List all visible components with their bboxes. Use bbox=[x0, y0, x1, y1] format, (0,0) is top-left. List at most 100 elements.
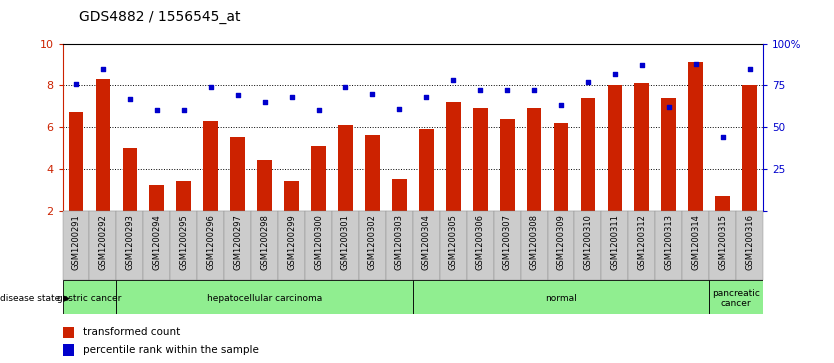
Bar bbox=[742, 85, 757, 211]
Bar bbox=[527, 108, 541, 211]
Point bbox=[231, 93, 244, 98]
Bar bbox=[440, 211, 467, 280]
Bar bbox=[386, 211, 413, 280]
Bar bbox=[230, 138, 245, 211]
Text: GSM1200292: GSM1200292 bbox=[98, 214, 108, 270]
Text: percentile rank within the sample: percentile rank within the sample bbox=[83, 345, 259, 355]
Text: GSM1200308: GSM1200308 bbox=[530, 214, 539, 270]
Text: GSM1200297: GSM1200297 bbox=[234, 214, 242, 270]
Bar bbox=[520, 211, 548, 280]
Bar bbox=[284, 181, 299, 211]
Bar bbox=[143, 211, 170, 280]
Bar bbox=[63, 344, 74, 356]
Text: GSM1200293: GSM1200293 bbox=[125, 214, 134, 270]
Bar bbox=[96, 79, 110, 211]
Point bbox=[123, 96, 137, 102]
Text: pancreatic
cancer: pancreatic cancer bbox=[712, 289, 760, 308]
Text: GSM1200294: GSM1200294 bbox=[153, 214, 161, 270]
Text: GSM1200316: GSM1200316 bbox=[745, 214, 754, 270]
Bar bbox=[89, 211, 117, 280]
Text: GSM1200315: GSM1200315 bbox=[718, 214, 727, 270]
Bar bbox=[203, 121, 219, 211]
Point bbox=[177, 107, 190, 113]
Point bbox=[420, 94, 433, 100]
Bar bbox=[500, 119, 515, 211]
Point bbox=[474, 87, 487, 93]
Text: GSM1200298: GSM1200298 bbox=[260, 214, 269, 270]
Bar bbox=[359, 211, 386, 280]
Bar bbox=[177, 181, 191, 211]
Bar bbox=[365, 135, 379, 211]
Text: GSM1200313: GSM1200313 bbox=[665, 214, 673, 270]
Text: hepatocellular carcinoma: hepatocellular carcinoma bbox=[207, 294, 322, 303]
Text: GSM1200296: GSM1200296 bbox=[206, 214, 215, 270]
Bar bbox=[117, 211, 143, 280]
Text: GSM1200309: GSM1200309 bbox=[556, 214, 565, 270]
Text: GSM1200295: GSM1200295 bbox=[179, 214, 188, 270]
Text: transformed count: transformed count bbox=[83, 327, 181, 337]
Bar bbox=[123, 148, 138, 211]
Bar bbox=[661, 98, 676, 211]
Bar bbox=[392, 179, 407, 211]
Text: GSM1200314: GSM1200314 bbox=[691, 214, 701, 270]
Bar bbox=[117, 280, 413, 314]
Bar bbox=[413, 280, 709, 314]
Bar bbox=[709, 280, 763, 314]
Text: GSM1200301: GSM1200301 bbox=[341, 214, 350, 270]
Point bbox=[500, 87, 514, 93]
Bar bbox=[305, 211, 332, 280]
Bar bbox=[656, 211, 682, 280]
Point bbox=[555, 102, 568, 108]
Point bbox=[69, 81, 83, 86]
Bar bbox=[601, 211, 628, 280]
Text: GSM1200310: GSM1200310 bbox=[584, 214, 592, 270]
Point bbox=[96, 66, 109, 72]
Bar bbox=[170, 211, 198, 280]
Point bbox=[636, 62, 649, 68]
Point bbox=[581, 79, 595, 85]
Text: GSM1200307: GSM1200307 bbox=[503, 214, 511, 270]
Text: GSM1200311: GSM1200311 bbox=[610, 214, 620, 270]
Point bbox=[339, 84, 352, 90]
Bar bbox=[580, 98, 595, 211]
Bar bbox=[413, 211, 440, 280]
Bar bbox=[198, 211, 224, 280]
Bar bbox=[736, 211, 763, 280]
Bar bbox=[63, 211, 89, 280]
Bar bbox=[311, 146, 326, 211]
Text: GSM1200291: GSM1200291 bbox=[72, 214, 81, 270]
Point bbox=[312, 107, 325, 113]
Text: GDS4882 / 1556545_at: GDS4882 / 1556545_at bbox=[79, 9, 241, 24]
Text: GSM1200299: GSM1200299 bbox=[287, 214, 296, 270]
Bar bbox=[682, 211, 709, 280]
Bar bbox=[332, 211, 359, 280]
Point bbox=[150, 107, 163, 113]
Point bbox=[743, 66, 756, 72]
Bar bbox=[688, 62, 703, 211]
Point bbox=[716, 134, 730, 140]
Point bbox=[446, 77, 460, 83]
Text: GSM1200304: GSM1200304 bbox=[422, 214, 431, 270]
Bar bbox=[554, 123, 569, 211]
Bar bbox=[548, 211, 575, 280]
Text: GSM1200306: GSM1200306 bbox=[475, 214, 485, 270]
Point bbox=[285, 94, 299, 100]
Point bbox=[204, 84, 218, 90]
Point bbox=[258, 99, 271, 105]
Bar bbox=[446, 102, 460, 211]
Bar bbox=[278, 211, 305, 280]
Text: GSM1200300: GSM1200300 bbox=[314, 214, 323, 270]
Point bbox=[393, 106, 406, 111]
Bar bbox=[63, 327, 74, 338]
Point bbox=[366, 91, 379, 97]
Text: normal: normal bbox=[545, 294, 577, 303]
Bar bbox=[635, 83, 650, 211]
Point bbox=[527, 87, 540, 93]
Bar bbox=[419, 129, 434, 211]
Text: GSM1200302: GSM1200302 bbox=[368, 214, 377, 270]
Bar bbox=[607, 85, 622, 211]
Bar bbox=[251, 211, 278, 280]
Bar bbox=[149, 185, 164, 211]
Text: disease state ▶: disease state ▶ bbox=[0, 294, 70, 303]
Bar bbox=[575, 211, 601, 280]
